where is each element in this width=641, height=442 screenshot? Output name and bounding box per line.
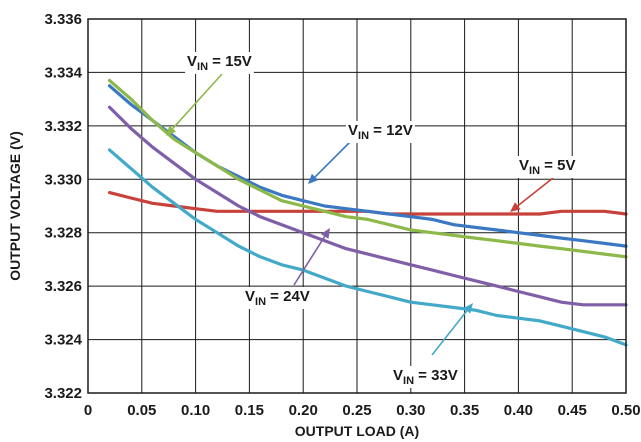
x-tick-label: 0.40 bbox=[504, 402, 533, 419]
x-tick-label: 0.50 bbox=[611, 402, 640, 419]
series-label-background bbox=[391, 366, 460, 388]
series-label-background bbox=[185, 52, 254, 74]
series-label: VIN = 33V bbox=[393, 367, 458, 387]
annotation-arrowhead bbox=[510, 202, 521, 212]
y-tick-label: 3.330 bbox=[44, 171, 82, 188]
series-lines bbox=[107, 78, 628, 347]
plot-area-border bbox=[87, 18, 627, 394]
series-line bbox=[107, 105, 628, 307]
series-label-background bbox=[243, 287, 312, 309]
series-label: VIN = 5V bbox=[519, 157, 575, 177]
series-label: VIN = 24V bbox=[245, 288, 310, 308]
annotation-arrow bbox=[517, 177, 554, 207]
y-tick-label: 3.336 bbox=[44, 11, 82, 28]
y-tick-labels: 3.322 3.324 3.326 3.328 3.330 3.332 3.334 3.336 bbox=[44, 11, 82, 402]
y-tick-label: 3.328 bbox=[44, 225, 82, 242]
x-tick-labels: 0 0.05 0.10 0.15 0.20 0.25 0.30 0.35 0.40 0.45 0.5… bbox=[84, 402, 641, 419]
annotation-arrow bbox=[172, 73, 223, 130]
x-tick-label: 0.45 bbox=[558, 402, 587, 419]
y-tick-label: 3.334 bbox=[44, 64, 82, 81]
x-tick-label: 0.10 bbox=[181, 402, 210, 419]
series-line bbox=[107, 78, 628, 259]
series-label-background bbox=[517, 156, 578, 178]
y-axis-title: OUTPUT VOLTAGE (V) bbox=[7, 131, 23, 281]
annotation-arrow bbox=[293, 236, 326, 286]
y-tick-label: 3.332 bbox=[44, 118, 82, 135]
x-tick-label: 0.05 bbox=[127, 402, 156, 419]
series-line bbox=[107, 148, 628, 347]
annotation-arrow bbox=[314, 139, 353, 178]
series-annotations: VIN = 5V VIN = 12V VIN = 15V VIN = 24V VIN =… bbox=[166, 52, 578, 388]
x-tick-label: 0.15 bbox=[235, 402, 264, 419]
x-tick-label: 0.25 bbox=[342, 402, 371, 419]
annotation-arrow bbox=[431, 310, 468, 356]
annotation-arrowhead bbox=[166, 125, 177, 136]
y-tick-label: 3.324 bbox=[44, 332, 82, 349]
series-label-background bbox=[346, 121, 415, 143]
series-label: VIN = 12V bbox=[348, 122, 413, 142]
x-axis-title: OUTPUT LOAD (A) bbox=[295, 423, 419, 439]
x-tick-label: 0 bbox=[84, 402, 92, 419]
x-tick-label: 0.30 bbox=[396, 402, 425, 419]
annotation-arrowhead bbox=[320, 228, 330, 239]
annotation-arrowhead bbox=[308, 173, 319, 184]
y-tick-label: 3.322 bbox=[44, 385, 82, 402]
series-label: VIN = 15V bbox=[187, 53, 252, 73]
annotation-arrowhead bbox=[463, 303, 473, 314]
x-tick-label: 0.35 bbox=[450, 402, 479, 419]
x-tick-label: 0.20 bbox=[289, 402, 318, 419]
y-tick-label: 3.326 bbox=[44, 278, 82, 295]
